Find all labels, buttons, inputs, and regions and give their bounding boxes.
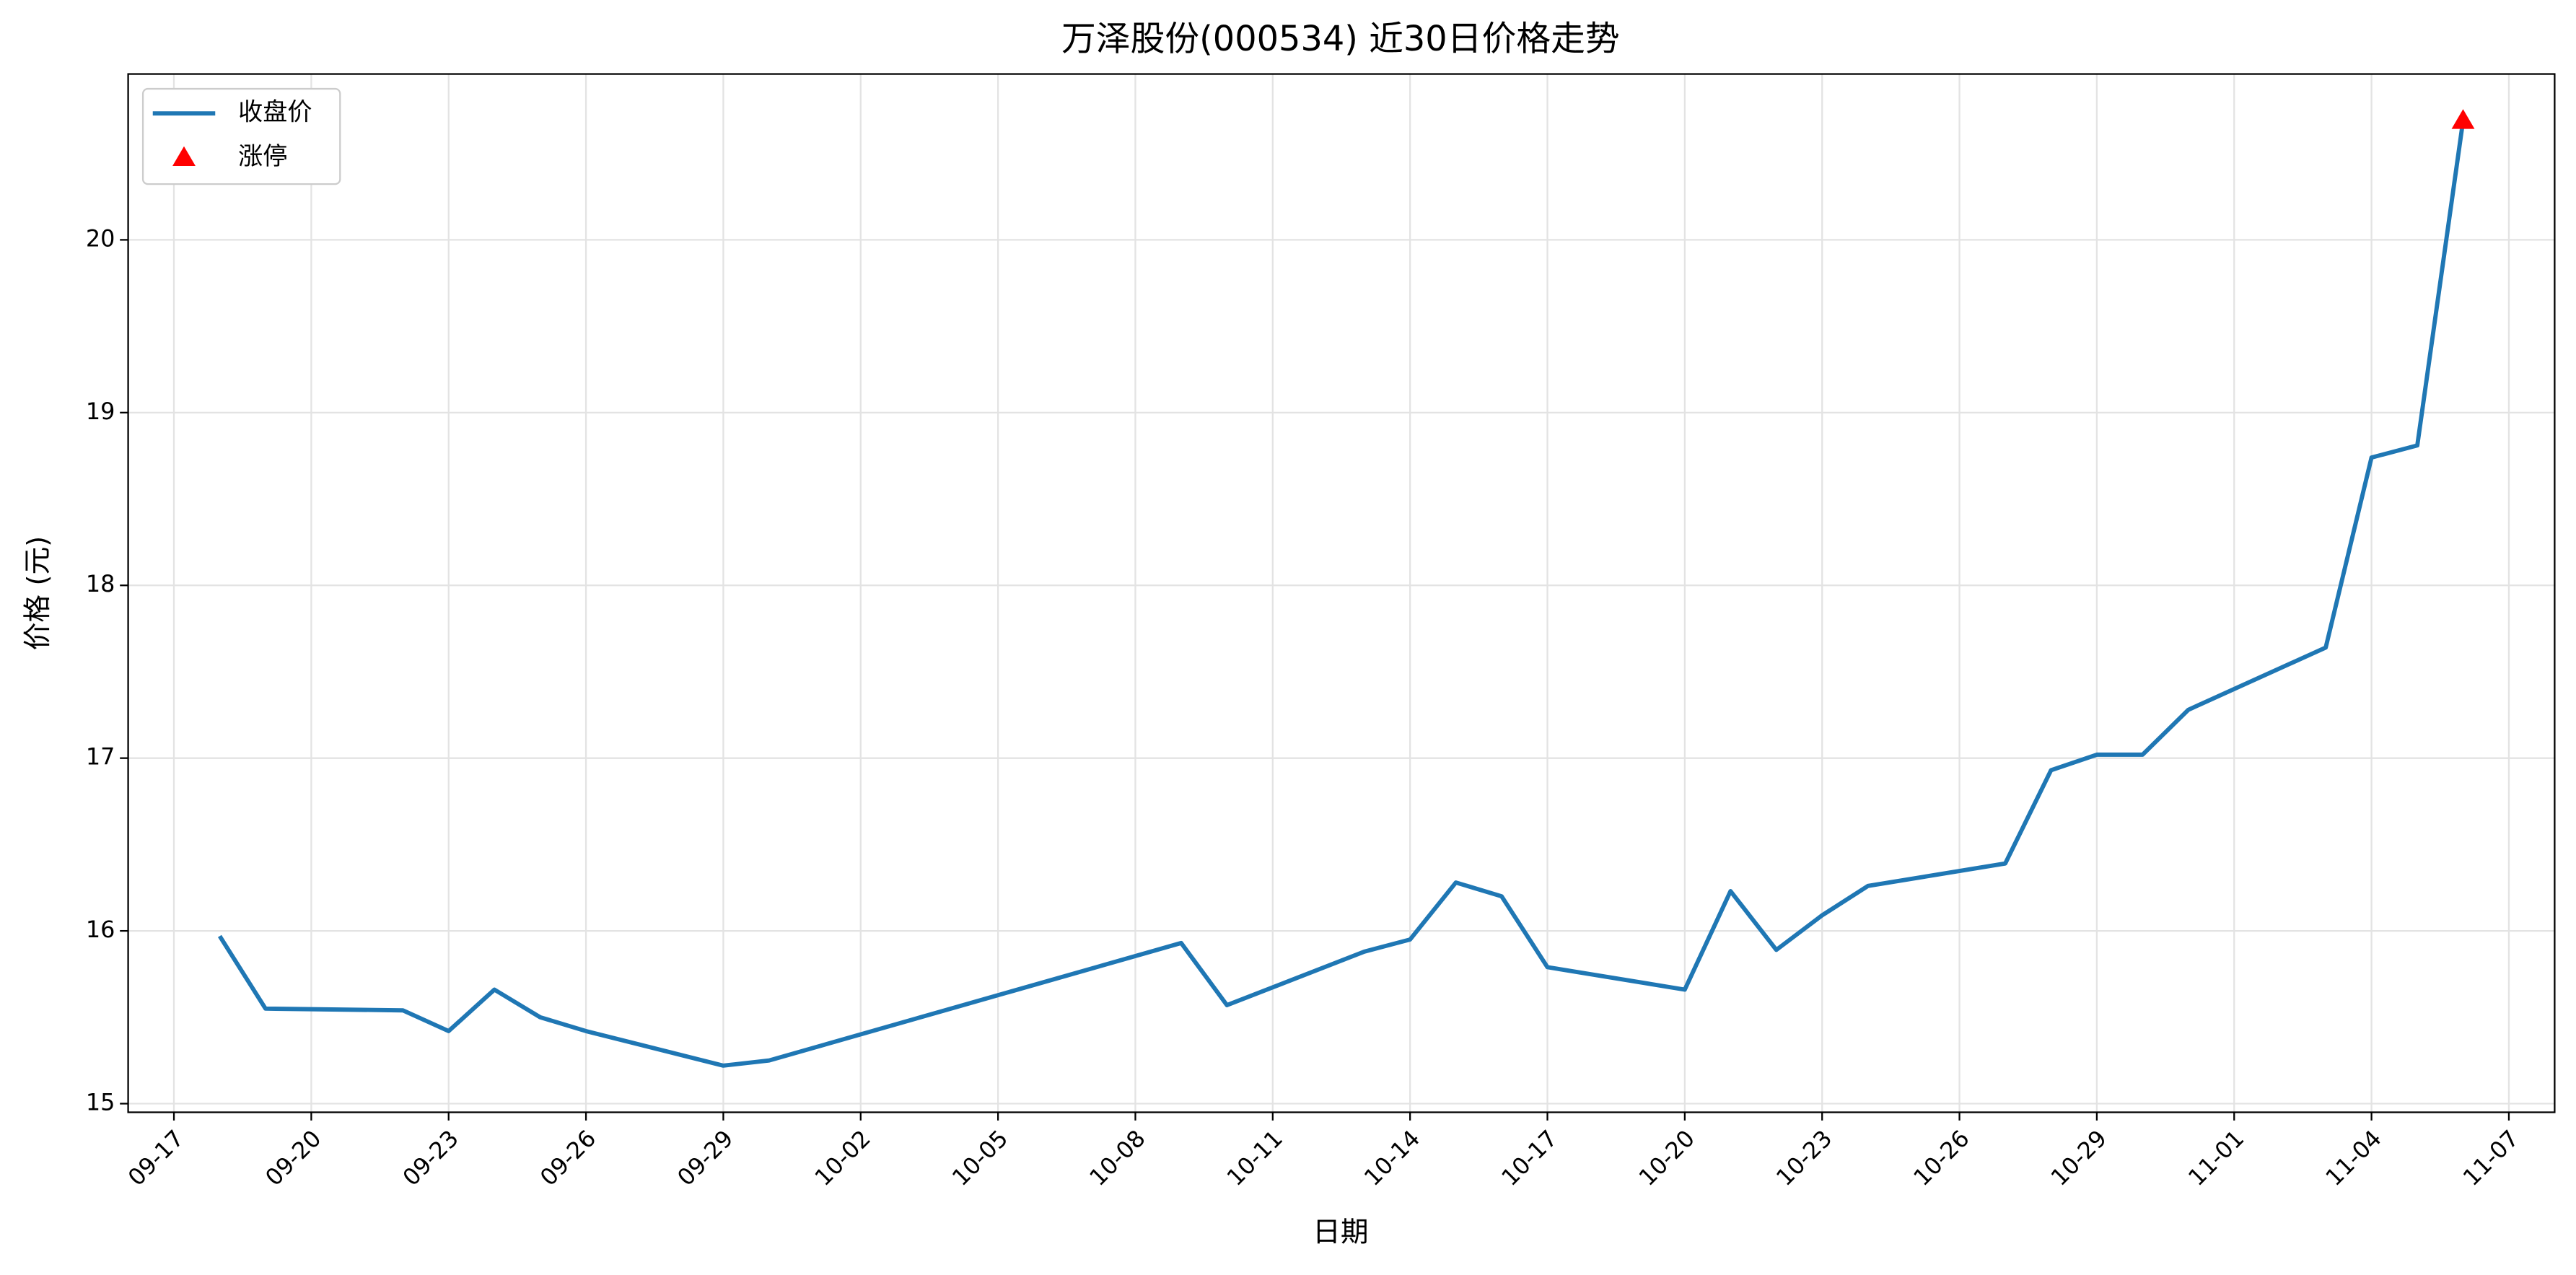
x-axis-label: 日期: [1313, 1216, 1368, 1248]
limit-up-marker: [2451, 109, 2475, 129]
plot-frame: [127, 73, 2556, 1113]
y-tick-label: 16: [86, 916, 115, 943]
y-tick-label: 18: [86, 570, 115, 597]
y-axis-label: 价格 (元): [22, 536, 54, 651]
y-tick-label: 20: [86, 224, 115, 252]
price-line: [217, 120, 2466, 1068]
y-tick-label: 17: [86, 743, 115, 771]
y-tick-label: 19: [86, 398, 115, 425]
legend-label: 涨停: [238, 142, 287, 171]
y-tick-label: 15: [86, 1089, 115, 1116]
chart-title: 万泽股份(000534) 近30日价格走势: [1061, 19, 1620, 59]
legend-marker: [172, 146, 196, 167]
legend-label: 收盘价: [238, 98, 312, 127]
